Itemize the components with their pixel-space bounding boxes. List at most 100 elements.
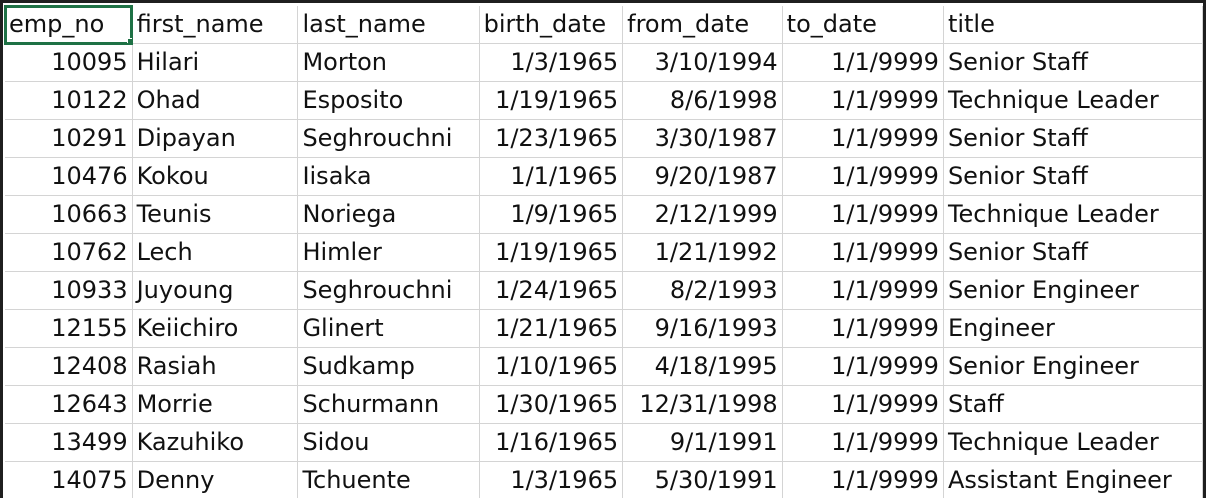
cell-title[interactable]: Senior Engineer <box>943 271 1203 310</box>
cell-from-date[interactable]: 8/6/1998 <box>622 81 783 120</box>
cell-emp-no[interactable]: 10933 <box>5 271 133 310</box>
cell-first-name[interactable]: Dipayan <box>132 119 299 158</box>
cell-emp-no[interactable]: 10095 <box>5 43 133 82</box>
cell-title[interactable]: Technique Leader <box>943 195 1203 234</box>
cell-emp-no[interactable]: 10122 <box>5 81 133 120</box>
cell-from-date[interactable]: 9/1/1991 <box>622 423 783 462</box>
cell-last-name[interactable]: Himler <box>297 233 480 272</box>
cell-from-date[interactable]: 5/30/1991 <box>622 461 783 498</box>
table-row: 12155 Keiichiro Glinert 1/21/1965 9/16/1993 1… <box>5 309 1203 348</box>
cell-to-date[interactable]: 1/1/9999 <box>782 347 944 386</box>
cell-from-date[interactable]: 2/12/1999 <box>622 195 783 234</box>
cell-title[interactable]: Engineer <box>943 309 1203 348</box>
cell-birth-date[interactable]: 1/23/1965 <box>479 119 624 158</box>
cell-to-date[interactable]: 1/1/9999 <box>782 157 944 196</box>
header-label: emp_no <box>9 10 105 38</box>
cell-to-date[interactable]: 1/1/9999 <box>782 385 944 424</box>
table-row: 12643 Morrie Schurmann 1/30/1965 12/31/1998 1… <box>5 385 1203 424</box>
cell-to-date[interactable]: 1/1/9999 <box>782 461 944 498</box>
cell-birth-date[interactable]: 1/3/1965 <box>479 43 624 82</box>
cell-to-date[interactable]: 1/1/9999 <box>782 43 944 82</box>
cell-title-header[interactable]: title <box>943 6 1203 44</box>
cell-last-name[interactable]: Glinert <box>297 309 480 348</box>
cell-title[interactable]: Senior Staff <box>943 233 1203 272</box>
cell-birth-date[interactable]: 1/3/1965 <box>479 461 624 498</box>
cell-last-name[interactable]: Morton <box>297 43 480 82</box>
cell-birth-date[interactable]: 1/1/1965 <box>479 157 624 196</box>
table-row: 10291 Dipayan Seghrouchni 1/23/1965 3/30/198… <box>5 119 1203 158</box>
cell-first-name[interactable]: Juyoung <box>132 271 299 310</box>
cell-first-name[interactable]: Kazuhiko <box>132 423 299 462</box>
cell-emp-no[interactable]: 10762 <box>5 233 133 272</box>
cell-from-date[interactable]: 4/18/1995 <box>622 347 783 386</box>
cell-first-name[interactable]: Lech <box>132 233 299 272</box>
cell-last-name[interactable]: Tchuente <box>297 461 480 498</box>
cell-emp-no[interactable]: 13499 <box>5 423 133 462</box>
cell-to-date[interactable]: 1/1/9999 <box>782 81 944 120</box>
cell-birth-date[interactable]: 1/16/1965 <box>479 423 624 462</box>
cell-birth-date[interactable]: 1/21/1965 <box>479 309 624 348</box>
cell-emp-no-header[interactable]: emp_no <box>3 5 134 45</box>
cell-from-date[interactable]: 3/10/1994 <box>622 43 783 82</box>
cell-from-date[interactable]: 3/30/1987 <box>622 119 783 158</box>
cell-title[interactable]: Senior Staff <box>943 43 1203 82</box>
cell-title[interactable]: Senior Staff <box>943 119 1203 158</box>
cell-last-name[interactable]: Sidou <box>297 423 480 462</box>
cell-from-date[interactable]: 9/16/1993 <box>622 309 783 348</box>
cell-title[interactable]: Staff <box>943 385 1203 424</box>
cell-last-name[interactable]: Seghrouchni <box>297 271 480 310</box>
cell-birth-date-header[interactable]: birth_date <box>479 6 624 44</box>
cell-title[interactable]: Senior Staff <box>943 157 1203 196</box>
cell-last-name[interactable]: Sudkamp <box>297 347 480 386</box>
cell-to-date[interactable]: 1/1/9999 <box>782 423 944 462</box>
table-row: 14075 Denny Tchuente 1/3/1965 5/30/1991 1/1/9… <box>5 461 1203 498</box>
cell-last-name[interactable]: Iisaka <box>297 157 480 196</box>
cell-first-name[interactable]: Hilari <box>132 43 299 82</box>
cell-birth-date[interactable]: 1/10/1965 <box>479 347 624 386</box>
cell-emp-no[interactable]: 10663 <box>5 195 133 234</box>
data-table: emp_no first_name last_name birth_date f… <box>3 5 1203 498</box>
cell-first-name[interactable]: Rasiah <box>132 347 299 386</box>
cell-last-name-header[interactable]: last_name <box>297 6 480 44</box>
cell-emp-no[interactable]: 10291 <box>5 119 133 158</box>
fill-handle[interactable] <box>126 38 132 43</box>
cell-from-date-header[interactable]: from_date <box>622 6 783 44</box>
cell-to-date[interactable]: 1/1/9999 <box>782 271 944 310</box>
cell-birth-date[interactable]: 1/19/1965 <box>479 233 624 272</box>
cell-from-date[interactable]: 8/2/1993 <box>622 271 783 310</box>
cell-to-date[interactable]: 1/1/9999 <box>782 195 944 234</box>
cell-first-name[interactable]: Keiichiro <box>132 309 299 348</box>
cell-emp-no[interactable]: 12155 <box>5 309 133 348</box>
cell-to-date[interactable]: 1/1/9999 <box>782 309 944 348</box>
cell-from-date[interactable]: 1/21/1992 <box>622 233 783 272</box>
cell-first-name-header[interactable]: first_name <box>132 6 299 44</box>
cell-emp-no[interactable]: 12643 <box>5 385 133 424</box>
cell-to-date[interactable]: 1/1/9999 <box>782 119 944 158</box>
cell-to-date-header[interactable]: to_date <box>782 6 944 44</box>
cell-last-name[interactable]: Seghrouchni <box>297 119 480 158</box>
cell-birth-date[interactable]: 1/24/1965 <box>479 271 624 310</box>
cell-to-date[interactable]: 1/1/9999 <box>782 233 944 272</box>
cell-emp-no[interactable]: 12408 <box>5 347 133 386</box>
table-row: 12408 Rasiah Sudkamp 1/10/1965 4/18/1995 1/1/… <box>5 347 1203 386</box>
cell-emp-no[interactable]: 14075 <box>5 461 133 498</box>
cell-first-name[interactable]: Ohad <box>132 81 299 120</box>
cell-first-name[interactable]: Denny <box>132 461 299 498</box>
cell-title[interactable]: Technique Leader <box>943 423 1203 462</box>
cell-first-name[interactable]: Morrie <box>132 385 299 424</box>
cell-title[interactable]: Assistant Engineer <box>943 461 1203 498</box>
cell-birth-date[interactable]: 1/9/1965 <box>479 195 624 234</box>
cell-title[interactable]: Senior Engineer <box>943 347 1203 386</box>
cell-emp-no[interactable]: 10476 <box>5 157 133 196</box>
cell-first-name[interactable]: Teunis <box>132 195 299 234</box>
cell-last-name[interactable]: Schurmann <box>297 385 480 424</box>
cell-birth-date[interactable]: 1/30/1965 <box>479 385 624 424</box>
cell-title[interactable]: Technique Leader <box>943 81 1203 120</box>
cell-last-name[interactable]: Noriega <box>297 195 480 234</box>
cell-from-date[interactable]: 12/31/1998 <box>622 385 783 424</box>
cell-birth-date[interactable]: 1/19/1965 <box>479 81 624 120</box>
cell-last-name[interactable]: Esposito <box>297 81 480 120</box>
cell-first-name[interactable]: Kokou <box>132 157 299 196</box>
cell-from-date[interactable]: 9/20/1987 <box>622 157 783 196</box>
